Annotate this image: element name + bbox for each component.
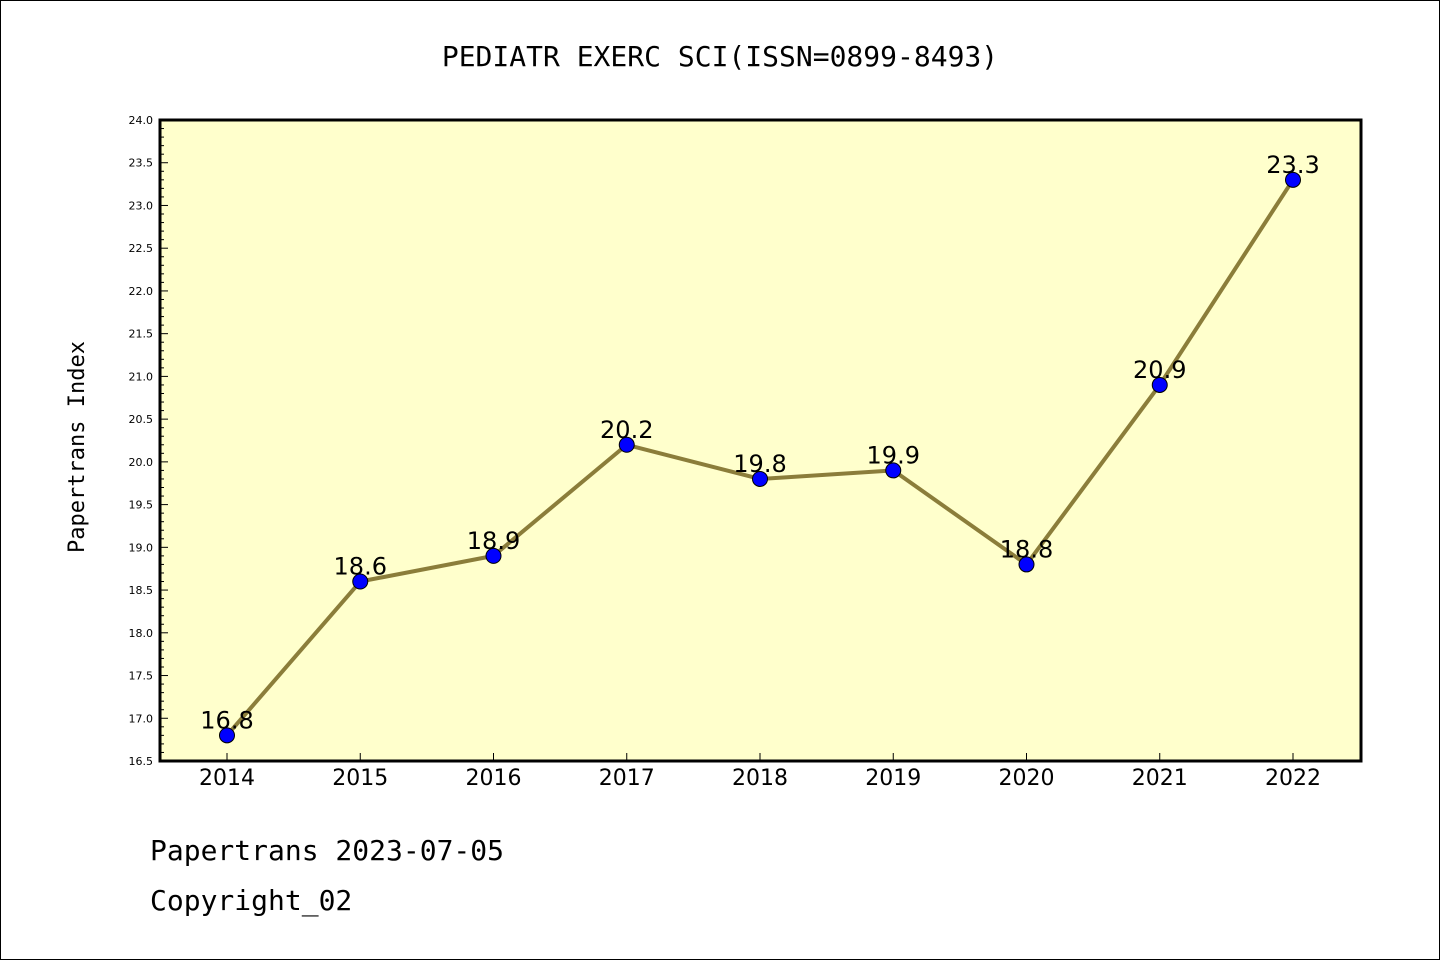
data-labels: 16.8 18.6 18.9 20.2 19.8 19.9 18.8 20.9 23.3 [200, 151, 1319, 735]
data-label: 18.6 [334, 553, 387, 581]
x-tick-label: 2022 [1265, 766, 1321, 791]
data-label: 20.2 [600, 416, 653, 444]
data-point [1285, 171, 1301, 188]
x-tick-label: 2017 [599, 766, 655, 791]
y-tick-label: 22.5 [129, 242, 154, 255]
data-label: 16.8 [200, 706, 253, 734]
y-tick-label: 17.0 [129, 712, 154, 725]
data-point [352, 573, 369, 590]
y-tick-label: 23.5 [129, 157, 154, 170]
y-tick-label: 19.0 [129, 541, 154, 554]
plot-area [160, 120, 1361, 761]
data-label: 18.9 [467, 527, 520, 555]
x-tick-label: 2021 [1132, 766, 1188, 791]
data-label: 23.3 [1266, 151, 1319, 179]
data-point [752, 470, 768, 487]
y-tick-label: 17.5 [129, 670, 154, 683]
y-tick-label: 20.5 [129, 413, 154, 426]
y-tick-label: 21.0 [129, 370, 154, 383]
y-tick-label: 24.0 [129, 114, 154, 127]
data-point [1018, 556, 1035, 573]
data-label: 19.8 [733, 450, 786, 478]
data-point [618, 436, 635, 453]
x-tick-label: 2020 [999, 766, 1055, 791]
series-markers [219, 171, 1301, 744]
y-tick-label: 16.5 [129, 755, 154, 768]
x-tick-label: 2014 [199, 766, 255, 791]
data-label: 20.9 [1133, 356, 1186, 384]
y-tick-label: 23.0 [129, 199, 154, 212]
x-tick-label: 2015 [332, 766, 388, 791]
y-tick-label: 18.5 [129, 584, 154, 597]
x-tick-label: 2016 [466, 766, 522, 791]
x-tick-label: 2018 [732, 766, 788, 791]
y-tick-label: 21.5 [129, 328, 154, 341]
data-label: 19.9 [867, 441, 920, 469]
data-point [885, 462, 902, 479]
plot-border [158, 118, 1363, 763]
y-axis: 16.5 17.0 17.5 18.0 18.5 19.0 19.5 20.0 20.5 21.0… [129, 114, 168, 768]
y-axis-label: Papertrans Index [65, 341, 90, 553]
y-tick-label: 19.5 [129, 499, 154, 512]
data-point [219, 727, 235, 744]
data-point [1151, 376, 1168, 393]
footer-copyright: Copyright_02 [150, 884, 353, 917]
chart-title: PEDIATR EXERC SCI(ISSN=0899-8493) [442, 40, 998, 73]
y-tick-label: 22.0 [129, 285, 154, 298]
data-point [485, 547, 502, 564]
footer-date: Papertrans 2023-07-05 [150, 834, 505, 867]
data-label: 18.8 [1000, 535, 1053, 563]
x-tick-label: 2019 [865, 766, 921, 791]
x-axis: 2014 2015 2016 2017 2018 2019 2020 2021 2022 [199, 753, 1321, 791]
y-tick-label: 20.0 [129, 456, 154, 469]
y-tick-label: 18.0 [129, 627, 154, 640]
